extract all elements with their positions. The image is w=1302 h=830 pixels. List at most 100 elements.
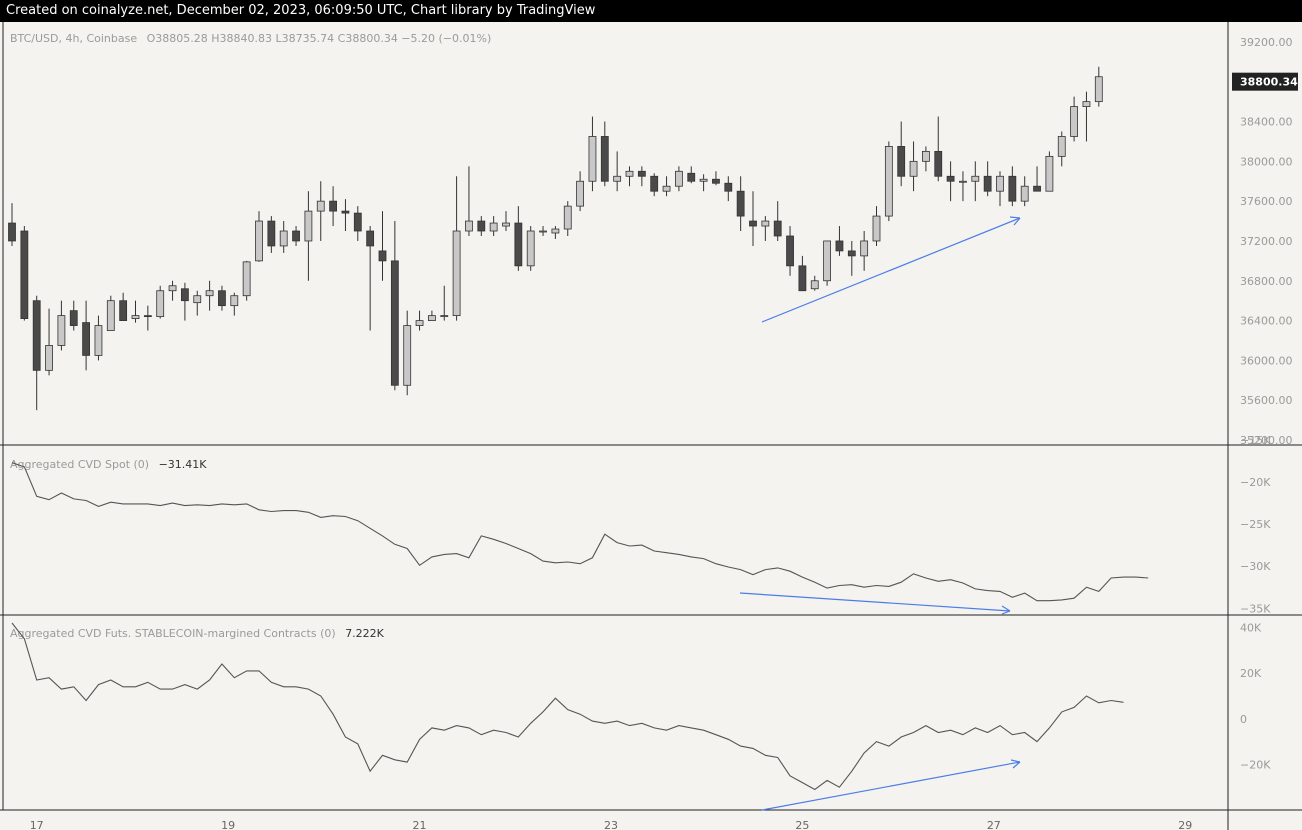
candle [205,280,214,311]
candle-body [514,222,523,267]
candle-body [971,175,980,182]
candle [489,216,498,236]
candle-body [32,300,41,371]
candle [1045,151,1054,192]
candle-body [168,285,177,292]
candle-body [625,170,634,177]
candle [255,211,263,262]
price-legend-ohlc: O38805.28 H38840.83 L38735.74 C38800.34 … [147,32,492,45]
candle-body [156,290,165,318]
candle-body [823,240,831,282]
candle [971,161,980,202]
time-axis-tick: 29 [1178,819,1192,830]
candle [675,166,683,192]
candle [860,231,869,271]
candle-body [637,170,646,177]
candle-body [539,230,547,233]
candle-body [699,178,708,182]
candle [551,226,560,239]
candle-body [996,175,1004,192]
candle [761,216,770,241]
candle-body [452,230,461,317]
futs-cvd-axis-tick: 0 [1240,713,1247,726]
candle [32,295,41,411]
candle-body [1020,185,1029,202]
candle-body [440,315,449,318]
spot-cvd-line [11,462,1149,602]
candle-body [687,172,696,182]
candle-body [353,212,362,232]
candle [20,226,29,321]
candle-body [119,300,128,321]
candle [687,166,696,184]
candle-body [1033,185,1041,192]
candle-body [465,220,473,232]
futs-cvd-line [11,622,1124,791]
candle [57,300,66,351]
chart-marks [8,66,1149,791]
candle [600,121,609,187]
chart-area[interactable]: BTC/USD, 4h, Coinbase O38805.28 H38840.8… [0,22,1302,830]
time-axis-tick: 21 [413,819,427,830]
spot-cvd-axis-tick: −15K [1240,434,1271,447]
candle-body [563,205,572,230]
time-axis-tick: 25 [795,819,809,830]
candle [242,260,251,301]
candle-body [1045,155,1054,192]
candle [526,226,535,271]
candle-body [366,230,375,247]
annotation-arrow-spot-cvd[interactable] [739,592,1011,615]
candle [353,206,362,241]
candle-body [329,200,338,212]
candle-body [390,260,399,386]
candle [378,211,387,281]
candle-body [1057,136,1066,157]
candle-body [341,210,350,214]
candle [366,226,375,331]
price-axis-tick: 36800.00 [1240,275,1293,288]
futs-cvd-axis-tick: 20K [1240,667,1262,680]
price-axis-tick: 38400.00 [1240,116,1293,129]
candle-body [403,325,412,386]
candle [143,305,152,331]
candle [427,310,436,321]
candle [1070,96,1078,142]
candle-body [304,210,313,242]
time-axis-tick: 17 [30,819,44,830]
candle [724,176,733,202]
candle [1057,131,1066,167]
candle-body [650,175,659,192]
candle [94,315,103,361]
candle-body [675,170,683,187]
candle-body [1008,175,1017,202]
candle-body [798,265,807,292]
candle-body [279,230,288,247]
candle [180,282,189,321]
candle [1094,66,1103,107]
candle-body [712,178,720,184]
futs-cvd-pane-legend: Aggregated CVD Futs. STABLECOIN-margined… [10,627,385,640]
candle-body [613,175,622,182]
candle [934,116,943,182]
spot-cvd-legend-label: Aggregated CVD Spot (0) [10,458,149,471]
candle [1082,91,1091,142]
candle [403,310,412,396]
candle-body [860,240,869,257]
candle [218,285,226,311]
candle-body [786,235,794,267]
candle-body [897,146,906,177]
candle-body [106,300,115,331]
candle-body [526,230,535,267]
candle-body [1070,106,1078,137]
price-axis-tick: 37200.00 [1240,235,1293,248]
futs-cvd-legend-label: Aggregated CVD Futs. STABLECOIN-margined… [10,627,336,640]
candle-body [884,146,893,217]
annotation-arrow-price[interactable] [761,216,1021,323]
candle [440,285,449,321]
candle-body [20,230,29,319]
candle-body [57,315,66,346]
annotation-arrow-futs-cvd[interactable] [761,759,1021,811]
candle-body [600,136,609,182]
candle [613,151,622,192]
candle-body [983,175,992,192]
